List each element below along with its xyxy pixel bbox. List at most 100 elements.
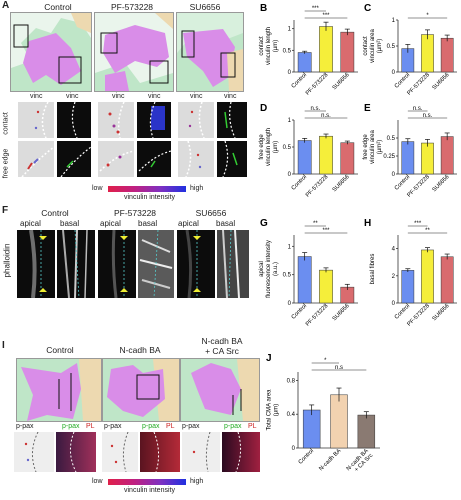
- panel-a-contact-su-heatmap: [178, 102, 214, 138]
- x-tick-label: PF-573228: [305, 303, 330, 328]
- panel-f-pf-apical: [98, 230, 136, 298]
- chart-panel-label: H: [364, 218, 371, 229]
- panel-i-scale-low: low: [92, 478, 103, 485]
- panel-a-free-pf-heatmap: [98, 141, 134, 177]
- panel-i-sublabel: p-pax: [182, 423, 200, 430]
- panel-i-ncadh-src-heatmap: [182, 432, 220, 472]
- x-tick-label: PF-573228: [305, 174, 330, 199]
- chart-panel-label: G: [260, 218, 268, 229]
- y-axis-label: basal fibres: [370, 254, 376, 285]
- y-tick-label: 0.25: [383, 154, 395, 160]
- panel-i-header-control: Control: [46, 345, 74, 355]
- panel-f-row-label: phalloidin: [2, 243, 12, 278]
- panel-f-sublabel: basal: [138, 219, 158, 228]
- x-tick-label: SU6656: [432, 303, 451, 322]
- bar: [297, 256, 312, 304]
- y-tick-label: 2: [392, 274, 396, 280]
- panel-a-free-pf-vinc: [137, 141, 171, 177]
- panel-i-cell-ncadh-src: [180, 358, 260, 422]
- x-tick-label: Control: [298, 448, 315, 465]
- x-tick-label: Control: [291, 303, 308, 320]
- panel-a-header-control: Control: [44, 2, 72, 12]
- panel-a-scale-title: vinculin intensity: [124, 194, 175, 201]
- panel-a-sublabel: vinc: [148, 93, 161, 100]
- chart-panel-label: E: [364, 103, 371, 114]
- y-tick-label: 0.5: [387, 136, 396, 142]
- panel-a-header-su: SU6656: [189, 2, 221, 12]
- bar: [319, 269, 333, 304]
- panel-i-control-heatmap: [14, 432, 54, 472]
- y-axis-label: contactvinculin length(µm): [259, 27, 279, 65]
- x-tick-label: Control: [394, 174, 411, 191]
- panel-a-scale-high: high: [190, 185, 204, 192]
- x-tick-label: N-cadh BA: [318, 448, 342, 472]
- significance-label: *: [426, 13, 429, 19]
- panel-f-sublabel: apical: [178, 219, 199, 228]
- panel-label-a: A: [2, 0, 10, 11]
- panel-a-cell-su: [176, 12, 244, 92]
- panel-i-cell-ncadh: [102, 358, 180, 422]
- x-tick-label: SU6656: [332, 174, 351, 193]
- panel-f-control-basal: [57, 230, 95, 298]
- panel-f-header-su: SU6656: [195, 208, 227, 218]
- x-tick-label: PF-573228: [305, 72, 330, 97]
- panel-f-header-control: Control: [41, 208, 69, 218]
- panel-i-sublabel: p-pax: [142, 423, 160, 430]
- panel-a-scale-low: low: [92, 185, 103, 192]
- bar: [421, 142, 434, 175]
- panel-i-header-ncadh-src: N-cadh BA + CA Src: [201, 336, 243, 356]
- significance-label: ***: [322, 13, 330, 19]
- bar: [297, 52, 312, 73]
- chart-panel-label: D: [260, 103, 267, 114]
- bar: [401, 270, 415, 304]
- panel-f-header-pf: PF-573228: [113, 208, 157, 218]
- panel-a-sublabel: vinc: [224, 93, 237, 100]
- y-axis-label: free edgevinculin length(µm): [259, 128, 279, 166]
- panel-i-sublabel: p-pax: [224, 423, 242, 430]
- significance-label: n.s.: [321, 113, 331, 119]
- panel-f-sublabel: basal: [60, 219, 80, 228]
- panel-a-contact-pf-heatmap: [98, 102, 134, 138]
- bar: [340, 142, 355, 175]
- bar: [340, 31, 355, 73]
- panel-i-colorbar: [108, 479, 186, 485]
- y-tick-label: 0: [292, 446, 296, 452]
- panel-f-sublabel: apical: [100, 219, 121, 228]
- panel-a-free-su-heatmap: [178, 141, 214, 177]
- x-tick-label: SU6656: [432, 72, 451, 91]
- panel-f-control-apical: [17, 230, 55, 298]
- bar: [297, 140, 312, 175]
- panel-a-free-su-vinc: [217, 141, 247, 177]
- bar: [357, 414, 376, 449]
- panel-i-ncadh-src-merge: [222, 432, 260, 472]
- panel-label-f: F: [2, 205, 9, 216]
- panel-a-contact-control-vinc: [57, 102, 91, 138]
- panel-i-sublabel-pl: PL: [248, 423, 257, 430]
- bar: [421, 249, 434, 304]
- chart-j: J Total CMA area(µm) 0 0.4 0.8 Control N-cadh …: [264, 350, 384, 490]
- bar: [319, 26, 333, 73]
- significance-label: n.s.: [413, 106, 423, 112]
- significance-label: **: [313, 221, 318, 227]
- panel-a-free-control-heatmap: [18, 141, 54, 177]
- panel-i-ncadh-merge: [140, 432, 180, 472]
- significance-label: ***: [414, 221, 422, 227]
- y-axis-label: contactvinculin area(µm²): [363, 28, 383, 62]
- significance-label: ***: [312, 6, 320, 12]
- panel-label-i: I: [2, 340, 5, 351]
- panel-a-cell-control: [10, 12, 92, 92]
- y-tick-label: 0.8: [287, 378, 296, 384]
- panel-a-free-control-vinc: [57, 141, 91, 177]
- panel-i-header-ncadh: N-cadh BA: [119, 345, 161, 355]
- chart-panel-label: B: [260, 3, 267, 14]
- panel-a-sublabel: vinc: [190, 93, 203, 100]
- y-tick-label: 4: [392, 247, 396, 253]
- panel-i-cell-control: [16, 358, 102, 422]
- bar: [330, 394, 348, 449]
